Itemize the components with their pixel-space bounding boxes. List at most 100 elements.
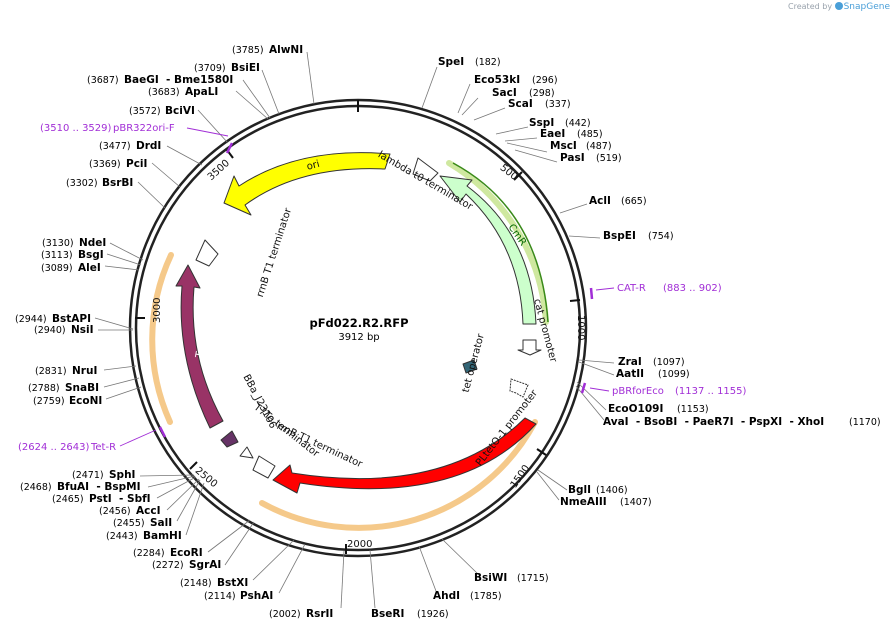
site-acli[interactable]: AclI (665) (589, 195, 647, 207)
tick-1500 (536, 448, 547, 456)
site-bstapi[interactable]: (2944) BstAPI (15, 313, 91, 325)
site-alwni[interactable]: (3785) AlwNI (232, 44, 303, 56)
tetr-halo (149, 252, 174, 425)
site-eaei[interactable]: EaeI (485) (540, 128, 603, 140)
leader-sgrai (224, 521, 255, 566)
site-ecori[interactable]: (2284) EcoRI (133, 547, 203, 559)
site-pasi[interactable]: PasI (519) (560, 152, 622, 164)
site-bstxi[interactable]: (2148) BstXI (180, 577, 248, 589)
leader-baegi (242, 79, 271, 119)
site-labels: SpeI (182) Eco53kI (296) SacI (298) ScaI (33… (15, 44, 881, 620)
site-name: BsrBI (102, 177, 133, 189)
feature-label-cat-promoter: cat promoter (531, 298, 559, 365)
site-apali[interactable]: (3683) ApaLI (148, 86, 218, 98)
site-rsrii[interactable]: (2002) RsrII (269, 608, 333, 620)
site-psti-sbfi[interactable]: (2465) PstI - SbfI (52, 493, 151, 505)
leader-ecori (207, 519, 251, 553)
primer-range: (3510 .. 3529) (40, 123, 112, 134)
site-position: (2272) (152, 560, 184, 571)
site-sali[interactable]: (2455) SalI (113, 517, 172, 529)
site-name: PshAI (240, 590, 273, 602)
site-name: AleI (78, 262, 101, 274)
site-sspi[interactable]: SspI (442) (529, 117, 591, 129)
site-name: BsiWI (474, 572, 507, 584)
plasmid-name: pFd022.R2.RFP (309, 316, 408, 330)
leader-bgli (537, 469, 568, 491)
site-ahdi[interactable]: AhdI (1785) (433, 590, 502, 602)
leader-apali (235, 90, 269, 120)
site-xhoi-group[interactable]: AvaI - BsoBI - PaeR7I - PspXI - XhoI (117… (603, 416, 881, 428)
primer-line-pbrforeco (589, 387, 610, 392)
site-aatii[interactable]: AatII (1099) (616, 368, 690, 380)
site-nsii[interactable]: (2940) NsiI (34, 324, 94, 336)
cmr-green-outline (452, 162, 549, 323)
site-pcii[interactable]: (3369) PciI (89, 158, 147, 170)
site-bcivi[interactable]: (3572) BciVI (129, 105, 195, 117)
feature-label-tet-operator: tet operator (461, 332, 487, 394)
leader-ahdi (418, 545, 437, 592)
site-position: (1715) (517, 573, 549, 584)
site-baegi-bme1580i[interactable]: (3687) BaeGI - Bme1580I (87, 74, 233, 86)
feature-label-ori: ori (305, 159, 320, 173)
primer-pbr322ori-f[interactable]: (3510 .. 3529) pBR322ori-F (40, 123, 175, 134)
site-position: (2468) (20, 482, 52, 493)
tick-label-2000: 2000 (347, 539, 372, 550)
site-bgli[interactable]: BglI (1406) (568, 484, 628, 496)
site-position: (1099) (658, 369, 690, 380)
site-scai[interactable]: ScaI (337) (508, 98, 571, 110)
site-msci[interactable]: MscI (487) (550, 140, 612, 152)
leader-bsrbi (137, 181, 166, 209)
site-name: ScaI (508, 98, 533, 110)
site-position: (2759) (33, 396, 65, 407)
site-bamhi[interactable]: (2443) BamHI (106, 530, 182, 542)
site-position: (3369) (89, 159, 121, 170)
site-pshai[interactable]: (2114) PshAI (204, 590, 273, 602)
primer-name: Tet-R (90, 442, 116, 453)
site-bsiwi[interactable]: BsiWI (1715) (474, 572, 549, 584)
site-alei[interactable]: (3089) AleI (41, 262, 101, 274)
leader-drdi (166, 145, 203, 166)
site-sgrai[interactable]: (2272) SgrAI (152, 559, 221, 571)
site-nmeaiii[interactable]: NmeAIII (1407) (560, 496, 652, 508)
site-position: (3130) (42, 238, 74, 249)
site-bspei[interactable]: BspEI (754) (603, 230, 674, 242)
leader-pcii (151, 162, 181, 188)
site-name: AvaI - BsoBI - PaeR7I - PspXI - XhoI (603, 416, 824, 428)
site-position: (519) (596, 153, 622, 164)
primer-line-tet-r (119, 429, 157, 447)
site-ndei[interactable]: (3130) NdeI (42, 237, 106, 249)
site-econi[interactable]: (2759) EcoNI (33, 395, 102, 407)
feature-tetr-arrow (175, 264, 224, 429)
site-sphi[interactable]: (2471) SphI (72, 469, 135, 481)
site-bseri[interactable]: BseRI (1926) (371, 608, 449, 620)
leader-eaei (504, 137, 538, 142)
primer-tet-r[interactable]: (2624 .. 2643) Tet-R (18, 442, 116, 453)
primer-marks (119, 127, 615, 447)
primer-cat-r[interactable]: CAT-R (883 .. 902) (617, 283, 722, 294)
site-nrui[interactable]: (2831) NruI (35, 365, 97, 377)
site-spei[interactable]: SpeI (182) (438, 56, 501, 68)
tick-label-1500: 1500 (509, 463, 533, 490)
site-zrai[interactable]: ZraI (1097) (618, 356, 685, 368)
site-bsrbi[interactable]: (3302) BsrBI (66, 177, 133, 189)
watermark-created-by: Created by (788, 2, 833, 11)
site-drdi[interactable]: (3477) DrdI (99, 140, 161, 152)
site-position: (2455) (113, 518, 145, 529)
plasmid-length: 3912 bp (338, 332, 379, 343)
site-snabi[interactable]: (2788) SnaBI (28, 382, 99, 394)
site-position: (2148) (180, 578, 212, 589)
site-bfuai-bspmi[interactable]: (2468) BfuAI - BspMI (20, 481, 141, 493)
site-acci[interactable]: (2456) AccI (99, 505, 160, 517)
site-saci[interactable]: SacI (298) (492, 87, 555, 99)
primer-name: CAT-R (617, 283, 646, 294)
site-name: PstI - SbfI (89, 493, 151, 505)
mrfp1-halo (259, 419, 538, 531)
site-eco53ki[interactable]: Eco53kI (296) (474, 74, 558, 86)
leader-ecoo109i (576, 381, 607, 411)
site-bsgi[interactable]: (3113) BsgI (41, 249, 104, 261)
orf-halos (149, 160, 549, 531)
primer-pbrforeco[interactable]: pBRforEco (1137 .. 1155) (612, 386, 747, 397)
site-bsiei[interactable]: (3709) BsiEI (194, 62, 260, 74)
site-ecoo109i[interactable]: EcoO109I (1153) (608, 403, 709, 415)
site-name: PciI (126, 158, 147, 170)
